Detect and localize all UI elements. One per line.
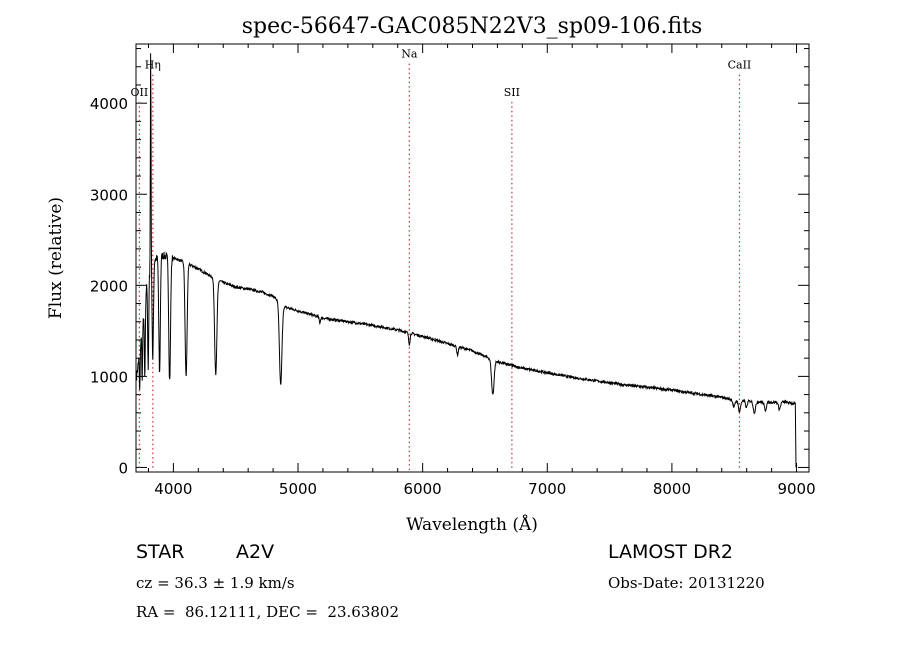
line-marker-label: Hη (145, 59, 161, 72)
chart-title: spec-56647-GAC085N22V3_sp09-106.fits (242, 14, 703, 39)
x-tick-label: 8000 (653, 480, 691, 498)
line-marker-label: OII (131, 86, 149, 99)
coordinates-readout: RA = 86.12111, DEC = 23.63802 (136, 603, 400, 621)
y-tick-label: 0 (118, 459, 128, 477)
x-tick-label: 6000 (404, 480, 442, 498)
y-tick-label: 2000 (90, 277, 128, 295)
line-marker-label: CaII (728, 59, 752, 72)
redshift-readout: cz = 36.3 ± 1.9 km/s (136, 574, 295, 592)
y-axis-label: Flux (relative) (46, 197, 66, 319)
x-tick-label: 9000 (777, 480, 815, 498)
x-tick-label: 5000 (279, 480, 317, 498)
y-tick-label: 1000 (90, 368, 128, 386)
x-axis-label: Wavelength (Å) (406, 514, 538, 535)
plot-frame (135, 43, 810, 473)
survey-name: LAMOST DR2 (608, 541, 733, 563)
x-tick-label: 7000 (528, 480, 566, 498)
y-tick-label: 4000 (90, 95, 128, 113)
object-class: STAR (136, 541, 185, 563)
y-tick-label: 3000 (90, 186, 128, 204)
line-markers: OII Hη Na SII CaII (131, 48, 752, 470)
spectral-subclass: A2V (236, 541, 275, 563)
axis-ticks: 4000 5000 6000 7000 8000 9000 0 1000 2000 3000 400… (90, 44, 816, 498)
x-tick-label: 4000 (154, 480, 192, 498)
observation-date: Obs-Date: 20131220 (608, 574, 765, 592)
spectrum-line (136, 53, 797, 468)
line-marker-label: Na (401, 48, 418, 61)
line-marker-label: SII (504, 86, 520, 99)
